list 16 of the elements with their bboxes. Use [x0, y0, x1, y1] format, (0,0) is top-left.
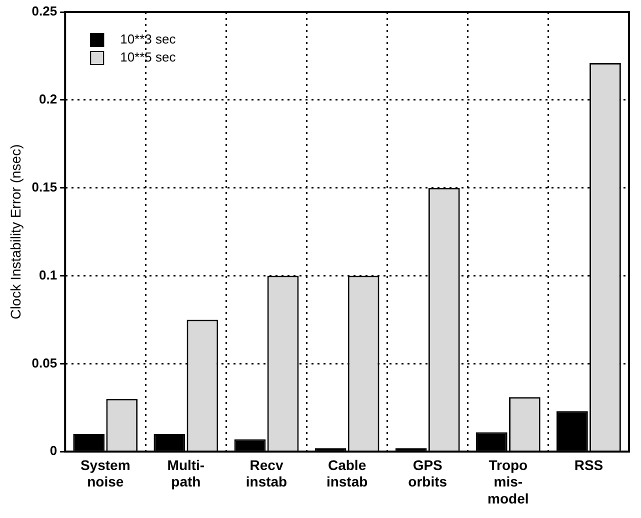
x-tick-label: GPS orbits: [408, 456, 448, 490]
y-axis-title: Clock Instability Error (nsec): [7, 144, 24, 320]
x-tick-label: Cable instab: [326, 456, 368, 490]
y-tick-label: 0.1: [39, 267, 58, 282]
x-tick-label: Multi-path: [167, 456, 205, 490]
y-tick-label: 0.05: [32, 355, 58, 370]
x-tick-label: Recv instab: [246, 456, 288, 490]
legend-label: 10**3 sec: [120, 32, 176, 47]
x-tick-label: Tropo mis-model: [488, 456, 529, 506]
y-tick-label: 0.15: [32, 179, 58, 194]
x-tick-label: RSS: [574, 456, 604, 473]
legend-label: 10**5 sec: [120, 50, 176, 65]
y-tick-label: 0.25: [32, 4, 58, 19]
y-tick-label: 0: [50, 443, 58, 458]
x-tick-label: System noise: [80, 456, 130, 490]
y-tick-label: 0.2: [39, 92, 58, 106]
